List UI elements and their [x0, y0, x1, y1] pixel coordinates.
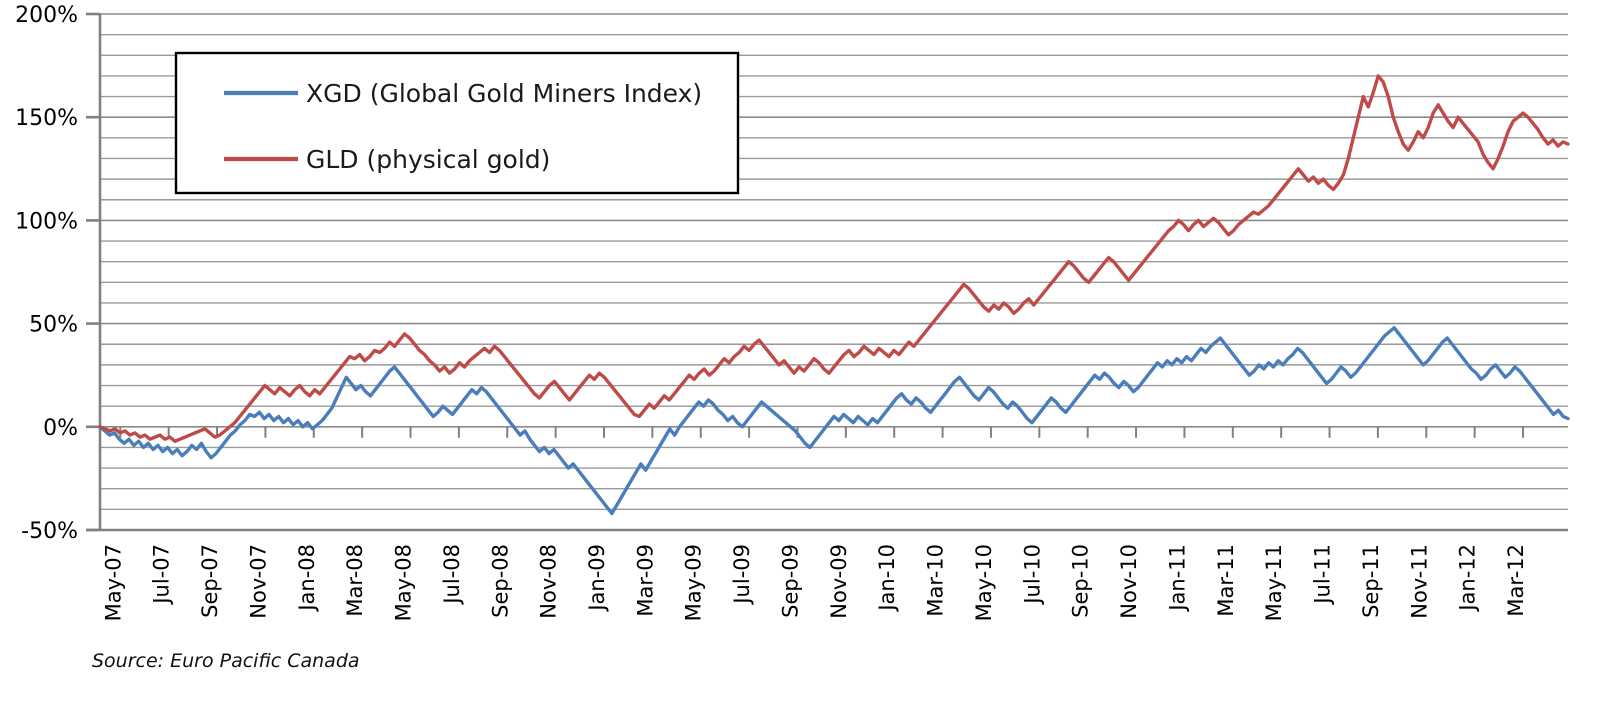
legend-label-xgd: XGD (Global Gold Miners Index) [306, 79, 702, 108]
x-axis-tick-label: Jan-09 [585, 544, 609, 613]
x-axis-tick-label: Nov-10 [1117, 544, 1141, 619]
x-axis-tick-label: Mar-10 [924, 544, 948, 617]
y-axis-tick-label: -50% [21, 519, 78, 544]
x-axis-tick-label: Jul-09 [730, 544, 754, 606]
x-axis-tick-label: May-10 [972, 544, 996, 621]
data-series-group [98, 74, 1570, 516]
y-axis-tick-label: 100% [15, 209, 78, 234]
y-axis-tick-label: 0% [43, 416, 78, 441]
x-axis-tick-label: Mar-08 [343, 544, 367, 617]
x-axis-tick-label: Jan-10 [875, 544, 899, 613]
x-axis-tick-label: Sep-08 [488, 544, 512, 618]
y-axis-tick-label: 50% [29, 313, 78, 338]
x-axis-tick-label: Nov-08 [537, 544, 561, 619]
y-axis-tick-label: 200% [15, 3, 78, 28]
x-axis-tick-label: Nov-09 [827, 544, 851, 619]
x-axis-tick-label: Mar-11 [1214, 544, 1238, 617]
x-axis-tick-label: Jan-08 [295, 544, 319, 613]
x-axis-tick-label: Jan-11 [1165, 544, 1189, 613]
x-axis-tick-label: May-08 [392, 544, 416, 621]
x-axis-tick-label: Nov-11 [1407, 544, 1431, 619]
x-axis-tick-label: Jul-08 [440, 544, 464, 606]
x-axis-tick-label: Jan-12 [1456, 544, 1480, 613]
x-axis-tick-label: May-09 [682, 544, 706, 621]
x-axis-tick-label: Sep-07 [198, 544, 222, 618]
x-axis-tick-label: Sep-10 [1069, 544, 1093, 618]
y-axis-labels-group: 200% 150% 100% 50% 0% -50% [15, 3, 100, 544]
y-axis-tick-label: 150% [15, 106, 78, 131]
series-line-gld [98, 74, 1570, 443]
axes-group [86, 14, 1568, 532]
x-axis-tick-label: Jul-07 [150, 544, 174, 606]
x-axis-tick-label: Sep-09 [778, 544, 802, 618]
x-axis-tick-label: Sep-11 [1359, 544, 1383, 618]
x-axis-tick-label: Mar-12 [1504, 544, 1528, 617]
gridlines-group [100, 13, 1568, 531]
chart-legend: XGD (Global Gold Miners Index) GLD (physi… [174, 51, 740, 195]
legend-label-gld: GLD (physical gold) [306, 145, 550, 174]
x-axis-tick-label: Nov-07 [246, 544, 270, 619]
x-axis-tick-label: May-11 [1262, 544, 1286, 621]
x-axis-tick-label: Mar-09 [633, 544, 657, 617]
x-axis-tick-label: Jul-10 [1020, 544, 1044, 606]
series-line-xgd [98, 326, 1570, 516]
x-axis-tick-label: Jul-11 [1311, 544, 1335, 606]
x-axis-tick-label: May-07 [101, 544, 125, 621]
x-axis-labels-group: May-07 Jul-07 Sep-07 Nov-07 Jan-08 Mar-08 May-… [101, 544, 1528, 621]
source-note: Source: Euro Pacific Canada [92, 650, 360, 672]
legend-box [174, 51, 740, 195]
